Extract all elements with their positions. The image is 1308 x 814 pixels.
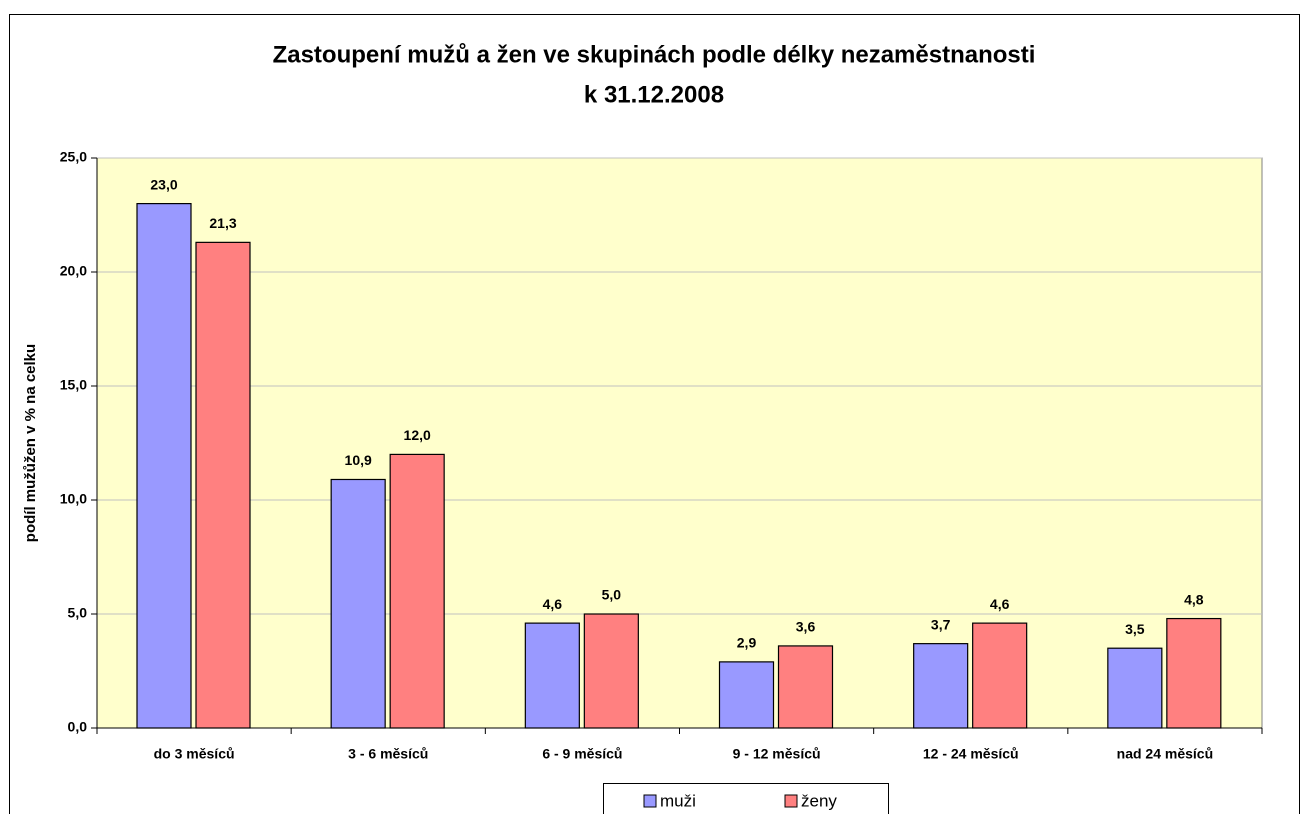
plot-area — [96, 157, 1263, 729]
x-tick-label: do 3 měsíců — [154, 746, 235, 762]
bar — [972, 622, 1028, 729]
data-label: 10,9 — [345, 452, 372, 468]
bar — [583, 613, 639, 729]
data-label: 4,6 — [990, 596, 1010, 612]
legend-swatch — [643, 794, 657, 808]
bar — [330, 478, 386, 729]
x-tick-label: 9 - 12 měsíců — [733, 746, 821, 762]
data-label: 23,0 — [150, 176, 177, 192]
data-label: 12,0 — [404, 427, 431, 443]
y-tick-label: 15,0 — [60, 377, 87, 393]
legend-label: muži — [660, 791, 696, 810]
bar — [777, 645, 834, 729]
x-tick-label: 6 - 9 měsíců — [542, 746, 622, 762]
y-tick-label: 25,0 — [60, 149, 87, 165]
data-label: 3,7 — [931, 616, 951, 632]
bar — [389, 453, 445, 729]
data-label: 3,5 — [1125, 621, 1145, 637]
data-label: 4,8 — [1184, 591, 1204, 607]
data-label: 3,6 — [796, 619, 816, 635]
bar — [913, 643, 969, 729]
data-label: 4,6 — [543, 596, 563, 612]
bar — [524, 622, 580, 729]
x-tick-label: 3 - 6 měsíců — [348, 746, 428, 762]
bar — [195, 241, 251, 729]
x-tick-label: 12 - 24 měsíců — [923, 746, 1019, 762]
legend-label: ženy — [801, 791, 837, 810]
chart-title: Zastoupení mužů a žen ve skupinách podle… — [273, 41, 1036, 68]
data-label: 21,3 — [209, 215, 236, 231]
data-label: 5,0 — [602, 587, 622, 603]
bar — [1107, 647, 1163, 729]
legend-swatch — [784, 794, 798, 808]
data-label: 2,9 — [737, 635, 757, 651]
y-tick-label: 0,0 — [68, 719, 88, 735]
y-tick-label: 10,0 — [60, 491, 87, 507]
y-tick-label: 20,0 — [60, 263, 87, 279]
bar — [718, 661, 775, 729]
chart-title: k 31.12.2008 — [584, 81, 724, 108]
x-tick-label: nad 24 měsíců — [1117, 746, 1214, 762]
bar — [136, 203, 192, 729]
bar — [1166, 617, 1222, 729]
y-axis-label: podíl mužůžen v % na celku — [22, 344, 39, 542]
y-tick-label: 5,0 — [68, 605, 88, 621]
